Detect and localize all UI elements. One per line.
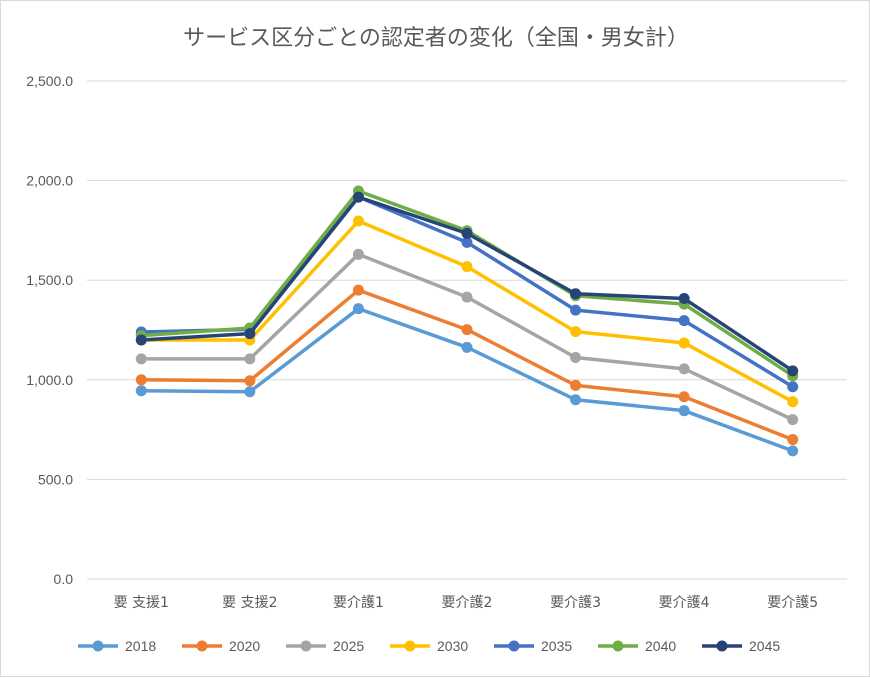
data-point (461, 341, 473, 353)
y-tick-label: 2,000.0 (26, 173, 73, 189)
chart-title: サービス区分ごとの認定者の変化（全国・男女計） (183, 26, 689, 51)
legend-item: 2045 (702, 638, 780, 654)
legend-label: 2020 (229, 638, 260, 654)
data-point (678, 293, 690, 305)
legend-item: 2018 (78, 638, 156, 654)
legend-item: 2025 (286, 638, 364, 654)
x-category-label: 要介護4 (659, 595, 710, 611)
data-point (787, 396, 799, 408)
legend-swatch-marker (196, 640, 208, 652)
data-point (244, 353, 256, 365)
data-point (787, 434, 799, 446)
data-point (461, 227, 473, 239)
legend-swatch-marker (508, 640, 520, 652)
legend-item: 2030 (390, 638, 468, 654)
x-category-label: 要介護2 (442, 595, 493, 611)
legend-label: 2040 (645, 638, 676, 654)
legend-label: 2045 (749, 638, 780, 654)
data-point (678, 315, 690, 327)
series-2025 (135, 248, 799, 426)
data-point (570, 304, 582, 316)
x-category-label: 要介護5 (767, 595, 818, 611)
legend-item: 2040 (598, 638, 676, 654)
data-point (352, 248, 364, 260)
series-2020 (135, 284, 799, 446)
legend-swatch-marker (300, 640, 312, 652)
legend-item: 2035 (494, 638, 572, 654)
data-point (787, 365, 799, 377)
data-point (570, 288, 582, 300)
legend-label: 2018 (125, 638, 156, 654)
data-point (787, 445, 799, 457)
y-tick-label: 500.0 (38, 471, 73, 487)
data-point (352, 303, 364, 315)
x-category-label: 要 支援2 (222, 595, 277, 611)
data-point (244, 375, 256, 387)
data-point (678, 391, 690, 403)
data-point (352, 191, 364, 203)
legend-swatch-marker (92, 640, 104, 652)
data-point (135, 374, 147, 386)
data-point (787, 381, 799, 393)
data-point (678, 405, 690, 417)
legend-label: 2030 (437, 638, 468, 654)
y-tick-label: 0.0 (54, 571, 74, 587)
data-point (678, 363, 690, 375)
data-point (352, 215, 364, 227)
data-point (570, 351, 582, 363)
x-category-label: 要介護3 (550, 595, 601, 611)
y-tick-label: 1,000.0 (26, 372, 73, 388)
series-line (139, 252, 795, 422)
data-point (678, 337, 690, 349)
legend-swatch-marker (716, 640, 728, 652)
data-point (461, 291, 473, 303)
data-point (352, 284, 364, 296)
legend-label: 2025 (333, 638, 364, 654)
data-point (787, 414, 799, 426)
y-axis-ticks: 0.0 500.0 1,000.0 1,500.0 2,000.0 2,500.0 (26, 73, 73, 587)
legend-label: 2035 (541, 638, 572, 654)
data-point (570, 326, 582, 338)
data-point (244, 328, 256, 340)
y-tick-label: 2,500.0 (26, 73, 73, 89)
data-point (135, 334, 147, 346)
data-point (461, 261, 473, 273)
series-lines (135, 185, 799, 457)
legend: 2018 2020 2025 2030 2035 2040 2045 (78, 638, 780, 654)
x-category-label: 要介護1 (333, 595, 384, 611)
data-point (135, 385, 147, 397)
data-point (135, 353, 147, 365)
legend-swatch-marker (404, 640, 416, 652)
data-point (570, 394, 582, 406)
data-point (461, 236, 473, 248)
legend-swatch-marker (612, 640, 624, 652)
x-axis-categories: 要 支援1 要 支援2 要介護1 要介護2 要介護3 要介護4 要介護5 (114, 595, 819, 611)
y-tick-label: 1,500.0 (26, 272, 73, 288)
x-category-label: 要 支援1 (114, 595, 169, 611)
series-2018 (135, 303, 799, 457)
data-point (461, 324, 473, 336)
legend-item: 2020 (182, 638, 260, 654)
data-point (244, 386, 256, 398)
data-point (570, 379, 582, 391)
series-2045 (135, 191, 799, 377)
